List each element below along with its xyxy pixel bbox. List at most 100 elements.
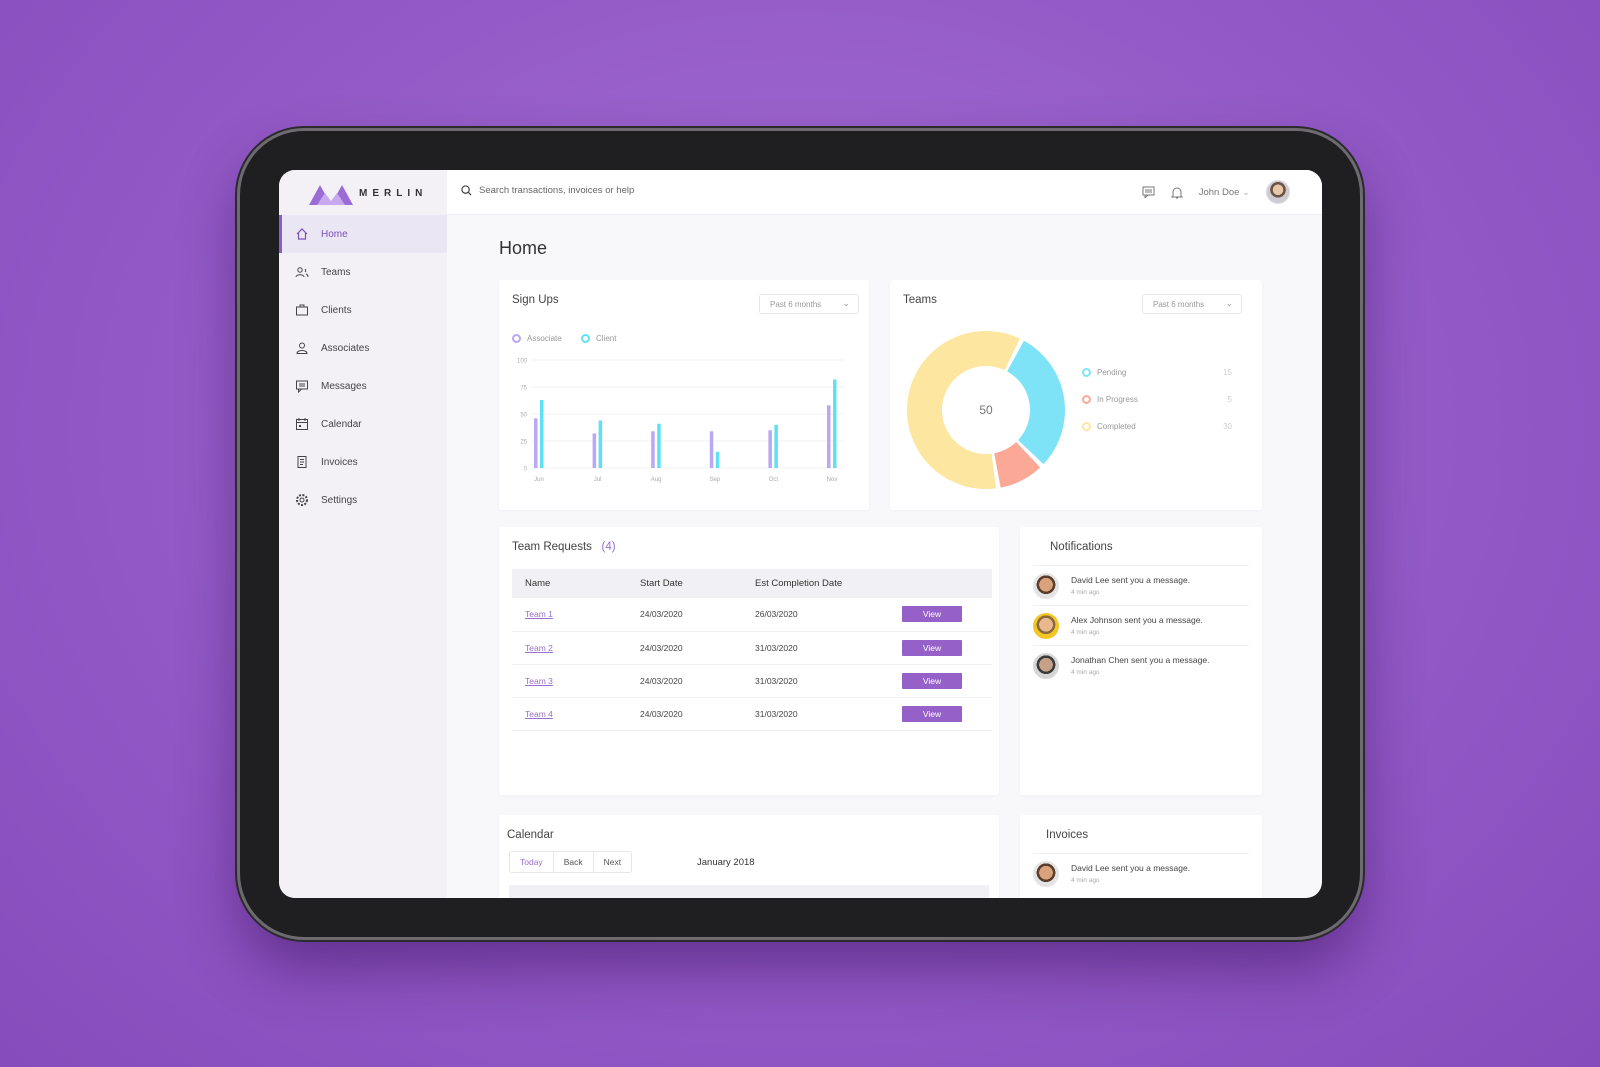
notifications-card: Notifications David Lee sent you a messa… bbox=[1020, 527, 1262, 795]
teams-legend-item: In Progress 5 bbox=[1082, 395, 1232, 404]
sidebar: MERLIN Home Teams Clients Associates Message… bbox=[279, 170, 447, 898]
bar-client-aug bbox=[657, 423, 661, 468]
calendar-month: January 2018 bbox=[697, 857, 755, 868]
signups-range-dropdown[interactable]: Past 6 months ⌄ bbox=[759, 294, 859, 314]
avatar bbox=[1033, 652, 1059, 679]
x-tick-label: Nov bbox=[827, 477, 838, 483]
team-link[interactable]: Team 1 bbox=[525, 609, 553, 620]
notification-item[interactable]: Jonathan Chen sent you a message. 4 min a… bbox=[1033, 645, 1249, 685]
avatar bbox=[1033, 860, 1059, 887]
y-tick-label: 50 bbox=[520, 413, 527, 419]
table-row: Team 2 24/03/2020 31/03/2020 View bbox=[512, 631, 992, 665]
team-link[interactable]: Team 2 bbox=[525, 642, 553, 653]
view-button[interactable]: View bbox=[902, 672, 962, 689]
legend-marker bbox=[512, 334, 521, 343]
teams-title: Teams bbox=[903, 294, 937, 306]
count-badge: (4) bbox=[601, 541, 616, 553]
today-button[interactable]: Today bbox=[510, 852, 554, 872]
sidebar-item-label: Invoices bbox=[321, 456, 358, 468]
x-tick-label: Oct bbox=[769, 477, 779, 483]
notification-item[interactable]: David Lee sent you a message. 4 min ago bbox=[1033, 853, 1249, 893]
legend-marker bbox=[1082, 368, 1091, 377]
signups-card: Sign Ups Past 6 months ⌄ Associate Client… bbox=[499, 280, 869, 510]
sidebar-item-clients[interactable]: Clients bbox=[279, 291, 447, 329]
calendar-card: Calendar Today Back Next January 2018 bbox=[499, 815, 999, 898]
back-button[interactable]: Back bbox=[554, 852, 594, 872]
x-tick-label: Jun bbox=[534, 477, 544, 483]
donut-center-label: 50 bbox=[979, 403, 993, 417]
sidebar-item-label: Calendar bbox=[321, 418, 362, 430]
calendar-grid-header bbox=[509, 885, 989, 898]
view-button[interactable]: View bbox=[902, 639, 962, 656]
calendar-nav: Today Back Next bbox=[509, 851, 633, 873]
sidebar-item-invoices[interactable]: Invoices bbox=[279, 443, 447, 481]
bar-client-nov bbox=[833, 379, 837, 468]
y-tick-label: 75 bbox=[520, 386, 527, 392]
sidebar-item-label: Home bbox=[321, 228, 348, 240]
user-icon bbox=[296, 342, 308, 354]
legend-marker bbox=[1082, 395, 1091, 404]
sidebar-item-settings[interactable]: Settings bbox=[279, 481, 447, 519]
signups-bar-chart: 0 25 50 75 100 Jun Jul Aug Sep Oct Nov bbox=[517, 359, 844, 483]
avatar bbox=[1033, 572, 1059, 599]
teams-range-dropdown[interactable]: Past 6 months ⌄ bbox=[1142, 294, 1242, 314]
avatar[interactable] bbox=[1266, 180, 1290, 204]
logo: MERLIN bbox=[309, 180, 427, 206]
x-tick-label: Jul bbox=[594, 477, 602, 483]
x-tick-label: Sep bbox=[709, 477, 720, 483]
sidebar-item-messages[interactable]: Messages bbox=[279, 367, 447, 405]
gear-icon bbox=[296, 494, 308, 506]
briefcase-icon bbox=[296, 304, 308, 316]
sidebar-item-label: Teams bbox=[321, 266, 351, 278]
bar-associate-jul bbox=[592, 433, 597, 468]
view-button[interactable]: View bbox=[902, 606, 962, 623]
user-menu[interactable]: John Doe ⌄ bbox=[1198, 186, 1250, 198]
sidebar-item-associates[interactable]: Associates bbox=[279, 329, 447, 367]
home-icon bbox=[296, 228, 308, 240]
teams-legend-item: Completed 30 bbox=[1082, 422, 1232, 431]
sidebar-item-label: Clients bbox=[321, 304, 352, 316]
sidebar-item-label: Associates bbox=[321, 342, 370, 354]
sidebar-item-calendar[interactable]: Calendar bbox=[279, 405, 447, 443]
merlin-logo-icon bbox=[309, 185, 353, 205]
calendar-title: Calendar bbox=[507, 829, 554, 841]
column-header: Start Date bbox=[640, 569, 755, 598]
sidebar-item-home[interactable]: Home bbox=[279, 215, 447, 253]
legend-associate: Associate bbox=[512, 334, 562, 343]
team-requests-table: Name Start Date Est Completion Date Team… bbox=[512, 569, 992, 731]
x-tick-label: Aug bbox=[651, 477, 662, 483]
table-row: Team 3 24/03/2020 31/03/2020 View bbox=[512, 664, 992, 698]
avatar bbox=[1033, 612, 1059, 639]
chevron-down-icon: ⌄ bbox=[1225, 298, 1233, 308]
next-button[interactable]: Next bbox=[603, 857, 622, 867]
bar-client-sep bbox=[715, 451, 720, 468]
team-link[interactable]: Team 4 bbox=[525, 708, 553, 719]
donut-slice-pending bbox=[1007, 340, 1065, 465]
bell-icon[interactable] bbox=[1170, 186, 1183, 199]
sidebar-nav: Home Teams Clients Associates Messages Calend… bbox=[279, 215, 447, 519]
legend-marker bbox=[1082, 422, 1091, 431]
search-input[interactable]: Search transactions, invoices or help bbox=[461, 185, 634, 196]
donut-slice-completed bbox=[907, 331, 1020, 489]
sidebar-item-label: Settings bbox=[321, 494, 358, 506]
table-row: Team 4 24/03/2020 31/03/2020 View bbox=[512, 697, 992, 731]
top-header: Search transactions, invoices or help Jo… bbox=[447, 170, 1322, 215]
team-link[interactable]: Team 3 bbox=[525, 675, 553, 686]
teams-card: Teams Past 6 months ⌄ 50 Pending 15 In Prog… bbox=[890, 280, 1262, 510]
search-icon bbox=[461, 185, 472, 196]
notification-item[interactable]: Alex Johnson sent you a message. 4 min ag… bbox=[1033, 605, 1249, 645]
invoices-title: Invoices bbox=[1046, 829, 1089, 841]
invoices-card: Invoices David Lee sent you a message. 4 … bbox=[1020, 815, 1262, 898]
team-requests-card: Team Requests (4) Name Start Date Est Co… bbox=[499, 527, 999, 795]
chevron-down-icon: ⌄ bbox=[842, 298, 850, 308]
invoice-icon bbox=[297, 456, 307, 468]
column-header: Name bbox=[512, 569, 640, 598]
bar-client-jun bbox=[540, 399, 544, 468]
messages-icon[interactable] bbox=[1142, 186, 1155, 198]
bar-associate-nov bbox=[827, 405, 831, 468]
view-button[interactable]: View bbox=[902, 705, 962, 722]
legend-marker bbox=[581, 334, 590, 343]
sidebar-item-teams[interactable]: Teams bbox=[279, 253, 447, 291]
notification-item[interactable]: David Lee sent you a message. 4 min ago bbox=[1033, 565, 1249, 605]
bar-client-oct bbox=[774, 424, 778, 468]
